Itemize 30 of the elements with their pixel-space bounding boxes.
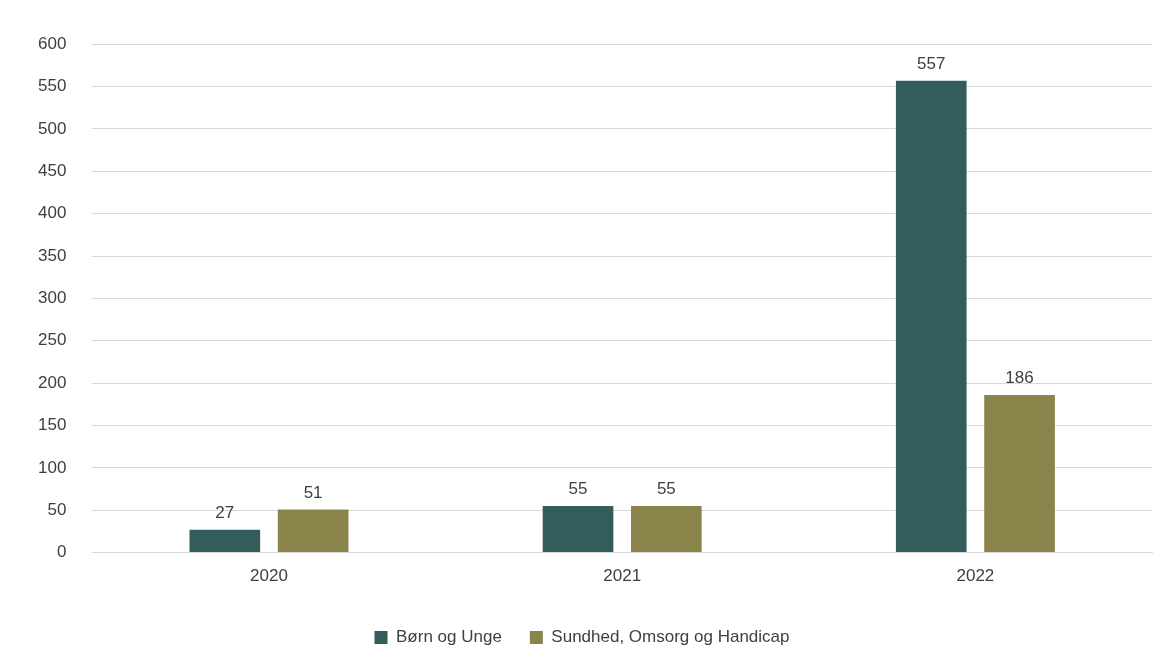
bar	[895, 80, 967, 553]
y-tick-label: 50	[47, 499, 67, 519]
y-tick-label: 150	[37, 415, 67, 435]
y-tick-label: 450	[37, 160, 67, 180]
bar	[631, 506, 702, 553]
bar	[277, 509, 349, 553]
y-tick-label: 500	[37, 118, 67, 138]
data-label: 557	[917, 53, 946, 73]
y-tick-label: 550	[37, 76, 67, 96]
y-tick-label: 600	[37, 33, 67, 53]
data-label: 55	[568, 479, 588, 499]
bar	[542, 506, 614, 553]
data-label: 51	[303, 482, 323, 502]
legend-label: Børn og Unge	[396, 627, 502, 647]
x-tick-label: 2020	[250, 566, 288, 586]
x-tick-label: 2022	[956, 566, 995, 586]
data-label: 27	[215, 502, 235, 522]
legend-label: Sundhed, Omsorg og Handicap	[551, 627, 790, 647]
y-tick-label: 100	[37, 457, 67, 477]
bar	[189, 529, 261, 553]
y-tick-label: 250	[37, 330, 67, 350]
data-label: 55	[656, 479, 676, 499]
y-tick-label: 350	[37, 245, 67, 265]
y-tick-label: 300	[37, 288, 67, 308]
y-tick-label: 0	[56, 542, 67, 562]
data-label: 186	[1005, 368, 1034, 388]
y-tick-label: 400	[37, 203, 67, 223]
bar	[984, 395, 1055, 553]
x-tick-label: 2021	[603, 566, 642, 586]
y-tick-label: 200	[37, 372, 67, 392]
